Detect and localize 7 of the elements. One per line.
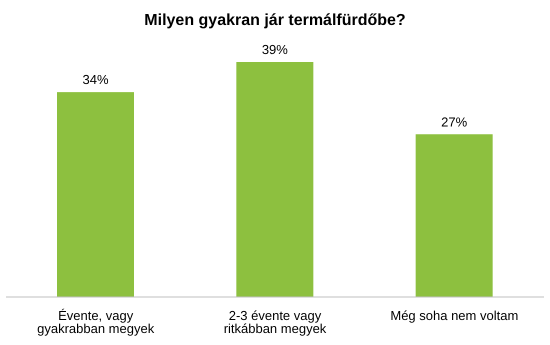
data-label: 39% [262,42,288,57]
x-tick-label: Még soha nem voltam [390,308,518,324]
x-tick-label: Évente, vagy gyakrabban megyek [37,308,155,336]
data-label: 27% [441,114,468,130]
chart-title: Milyen gyakran jár termálfürdőbe? [143,11,407,31]
x-tick-label: 2-3 évente vagy ritkábban megyek [224,308,327,336]
data-label: 34% [82,72,109,88]
